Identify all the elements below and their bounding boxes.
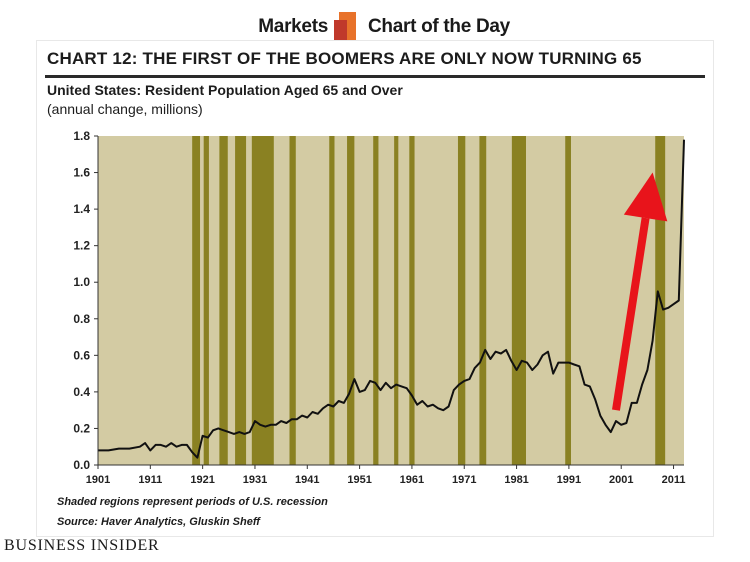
chart-title: CHART 12: THE FIRST OF THE BOOMERS ARE O… — [47, 49, 642, 68]
y-tick-label: 0.0 — [73, 458, 90, 472]
population-line-chart: 0.00.20.40.60.81.01.21.41.61.8 1901 1911 1… — [73, 129, 686, 486]
red-arrow-annotation — [612, 172, 668, 411]
recession-band-3 — [235, 136, 247, 465]
arrow-head — [623, 172, 668, 222]
x-tick-label: 1991 — [557, 474, 581, 486]
x-tick-labels: 1901 1911 1921 1931 1941 1951 1961 1971 1981 1991… — [86, 465, 686, 486]
y-tick-label: 1.0 — [73, 275, 90, 289]
axes — [97, 136, 684, 466]
recession-band-9 — [394, 136, 399, 465]
arrow-shaft — [612, 217, 650, 411]
x-tick-label: 1921 — [190, 474, 214, 486]
business-insider-logo: BUSINESS INSIDER — [4, 537, 160, 554]
recession-band-12 — [479, 136, 487, 465]
plot-area — [98, 136, 684, 465]
x-tick-label: 1951 — [347, 474, 371, 486]
source-note: Source: Haver Analytics, Gluskin Sheff — [57, 516, 260, 528]
chart-units-subtitle: (annual change, millions) — [47, 101, 203, 117]
recession-band-0 — [192, 136, 201, 465]
recession-band-2 — [219, 136, 228, 465]
recession-band-1 — [203, 136, 209, 465]
recession-band-5 — [289, 136, 296, 465]
x-tick-label: 1941 — [295, 474, 319, 486]
x-tick-label: 2011 — [662, 474, 686, 486]
y-tick-label: 1.2 — [73, 239, 90, 253]
y-tick-label: 1.4 — [73, 202, 90, 216]
line-series-layer — [98, 139, 685, 459]
y-tick-label: 0.6 — [73, 348, 90, 362]
x-tick-label: 1961 — [400, 474, 424, 486]
chart-subtitle: United States: Resident Population Aged … — [47, 82, 403, 98]
x-tick-label: 1901 — [86, 474, 110, 486]
recession-band-6 — [329, 136, 335, 465]
chart-of-the-day-label: Chart of the Day — [368, 16, 510, 37]
recession-band-14 — [565, 136, 571, 465]
y-tick-label: 0.2 — [73, 421, 90, 435]
x-tick-label: 1981 — [504, 474, 528, 486]
recession-band-4 — [251, 136, 274, 465]
series-line — [98, 139, 685, 459]
x-tick-label: 1911 — [138, 474, 162, 486]
chart-panel: CHART 12: THE FIRST OF THE BOOMERS ARE O… — [36, 40, 714, 537]
recession-band-8 — [373, 136, 379, 465]
recession-band-7 — [347, 136, 355, 465]
y-tick-labels: 0.0 0.2 0.4 0.6 0.8 1.0 1.2 1.4 1.6 1.8 — [73, 129, 98, 472]
y-tick-label: 0.4 — [73, 385, 90, 399]
recession-band-11 — [457, 136, 466, 465]
y-tick-label: 1.8 — [73, 129, 90, 143]
markets-label: Markets — [258, 16, 328, 37]
y-tick-label: 0.8 — [73, 312, 90, 326]
x-tick-label: 1971 — [452, 474, 476, 486]
recession-band-10 — [409, 136, 415, 465]
chart-of-the-day-header: Markets Chart of the Day — [0, 8, 750, 44]
title-divider — [45, 75, 705, 78]
y-tick-label: 1.6 — [73, 166, 90, 180]
x-tick-label: 1931 — [243, 474, 267, 486]
business-insider-bar-logo-icon — [334, 12, 356, 40]
recession-band-13 — [511, 136, 526, 465]
x-tick-label: 2001 — [609, 474, 633, 486]
recession-note: Shaded regions represent periods of U.S.… — [57, 496, 328, 508]
